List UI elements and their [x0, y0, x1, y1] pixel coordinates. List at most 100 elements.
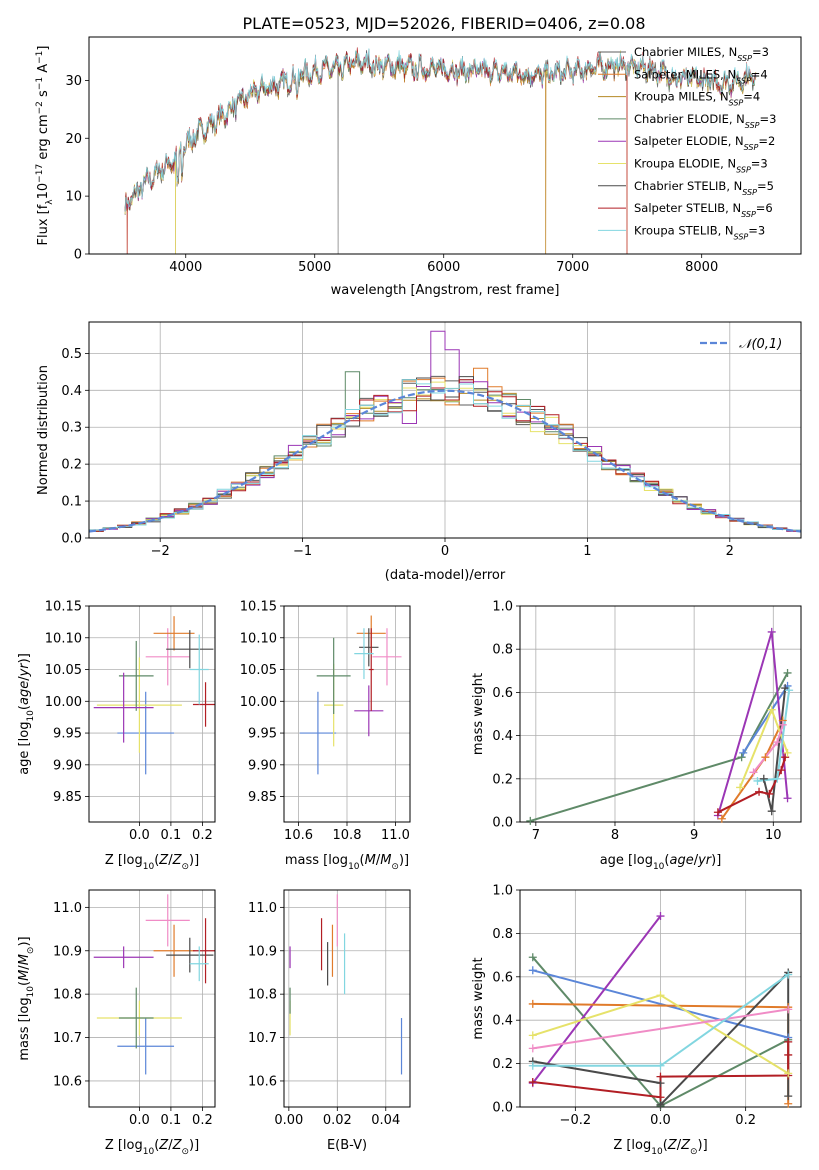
weight-marker — [784, 1099, 793, 1108]
y-tick-label: 0.1 — [61, 495, 82, 510]
y-axis-label: age [log10(age/yr)] — [17, 653, 36, 775]
x-tick-label: 0.1 — [161, 828, 182, 843]
weight-marker — [784, 1050, 793, 1059]
panel-weight_vs_Z: −0.2 0.0 0.2 0.0 0.2 0.4 0.6 0.8 1.0 Z [log10(Z/Z… — [471, 884, 802, 1157]
legend-entry-sub: SSP — [745, 120, 760, 129]
weight-marker — [656, 912, 665, 921]
x-tick-label: 0.04 — [371, 1113, 400, 1128]
panel-age_vs_mass: 10.6 10.8 11.0 9.85 9.90 9.95 10.00 10.05 10.10 1… — [240, 600, 411, 872]
y-tick-label: 0.4 — [492, 1014, 513, 1029]
legend-entry-sub: SSP — [741, 210, 756, 219]
y-tick-label: 10.05 — [45, 663, 82, 678]
weight-marker — [717, 814, 726, 823]
weight-marker — [773, 738, 782, 747]
legend-entry-tail: =6 — [756, 201, 773, 215]
y-tick-label: 0.5 — [61, 347, 82, 362]
x-tick-label: 0 — [441, 544, 449, 559]
weight-marker — [528, 1044, 537, 1053]
weight-marker — [778, 720, 787, 729]
y-tick-label: 1.0 — [492, 884, 513, 899]
y-tick-label: 10.15 — [45, 600, 82, 615]
x-tick-label: 0.00 — [274, 1113, 303, 1128]
weight-marker — [773, 774, 782, 783]
legend-entry-main: Kroupa STELIB, N — [634, 223, 734, 237]
weight-marker — [781, 753, 790, 762]
y-tick-label: 10.6 — [53, 1074, 82, 1089]
weight-marker — [785, 686, 794, 695]
weight-marker — [749, 768, 758, 777]
weight-marker — [777, 766, 786, 775]
x-axis-label: Z [log10(Z/Z⊙)] — [105, 1138, 199, 1157]
legend-entry-sub: SSP — [729, 98, 744, 107]
x-tick-label: 10 — [765, 828, 782, 843]
legend-entry: Salpeter STELIB, NSSP=6 — [634, 201, 773, 219]
y-tick-label: 10 — [65, 190, 82, 205]
weight-marker — [528, 953, 537, 962]
x-tick-label: 7000 — [556, 260, 589, 275]
x-tick-label: 0.2 — [735, 1113, 756, 1128]
y-tick-label: 0.4 — [61, 384, 82, 399]
hist-step-series-8 — [89, 379, 801, 531]
legend-entry: 𝒩(0,1) — [739, 337, 782, 352]
plot-area — [93, 894, 215, 1075]
legend-entry-tail: =2 — [758, 134, 775, 148]
weight-marker — [767, 807, 776, 816]
spectrum-line-series-8 — [124, 48, 757, 212]
legend-entry-sub: SSP — [736, 76, 751, 85]
axes-frame — [283, 889, 411, 1108]
weight-marker — [656, 1093, 665, 1102]
plot-area — [289, 894, 403, 1075]
plot-area — [89, 330, 801, 533]
y-tick-label: 11.0 — [248, 901, 277, 916]
legend-entry: Chabrier ELODIE, NSSP=3 — [634, 112, 776, 129]
weight-marker — [784, 1037, 793, 1046]
legend-entry-tail: =3 — [752, 45, 769, 59]
x-tick-label: 0.1 — [161, 1113, 182, 1128]
weight-marker — [755, 787, 764, 796]
weight-line-series-1 — [742, 685, 789, 754]
weight-marker — [784, 1069, 793, 1078]
y-tick-label: 0.4 — [492, 729, 513, 744]
x-axis-label: Z [log10(Z/Z⊙)] — [613, 1138, 707, 1157]
y-tick-label: 9.95 — [248, 727, 277, 742]
legend-entry: Kroupa STELIB, NSSP=3 — [634, 223, 765, 241]
legend-entry-sub: SSP — [737, 54, 752, 63]
weight-line-series-0 — [530, 672, 789, 822]
legend-entry: Chabrier STELIB, NSSP=5 — [634, 179, 774, 197]
y-tick-label: 0.2 — [492, 1057, 513, 1072]
y-tick-label: 20 — [65, 132, 82, 147]
y-tick-label: 10.9 — [248, 944, 277, 959]
legend-entry-main: Salpeter STELIB, N — [634, 201, 741, 215]
legend-entry-sub: SSP — [736, 165, 751, 174]
weight-marker — [767, 705, 776, 714]
weight-marker — [656, 1061, 665, 1070]
weight-marker — [761, 753, 770, 762]
y-tick-label: 0.6 — [492, 970, 513, 985]
legend-entry-tail: =5 — [757, 179, 774, 193]
panel-age_vs_Z: 0.0 0.1 0.2 9.85 9.90 9.95 10.00 10.05 10.10 10.1… — [17, 600, 216, 872]
y-tick-label: 0.0 — [492, 816, 513, 831]
y-tick-label: 10.05 — [240, 663, 277, 678]
weight-marker — [528, 1061, 537, 1070]
legend-entry-main: Chabrier ELODIE, N — [634, 112, 745, 126]
legend-entry: Kroupa MILES, NSSP=4 — [634, 90, 760, 108]
axes-frame — [88, 889, 216, 1108]
y-axis-label: mass weight — [471, 673, 486, 755]
weight-marker — [759, 774, 768, 783]
legend-entry-main: Kroupa ELODIE, N — [634, 157, 736, 171]
weight-line-series-7 — [532, 1008, 789, 1050]
x-tick-label: 10.8 — [333, 828, 362, 843]
weight-marker — [656, 1100, 665, 1109]
plot-area — [530, 631, 791, 822]
y-tick-label: 0.8 — [492, 927, 513, 942]
x-tick-label: 2 — [726, 544, 734, 559]
panel-mass_vs_Z: 0.0 0.1 0.2 10.6 10.7 10.8 10.9 11.0 Z [log10(Z/… — [17, 889, 216, 1157]
y-tick-label: 9.85 — [53, 790, 82, 805]
legend-entry: Chabrier MILES, NSSP=3 — [634, 45, 769, 63]
weight-marker — [528, 966, 537, 975]
y-axis-label: Normed distribution — [36, 365, 51, 495]
x-axis-label: (data-model)/error — [385, 568, 506, 583]
y-tick-label: 0.2 — [492, 772, 513, 787]
